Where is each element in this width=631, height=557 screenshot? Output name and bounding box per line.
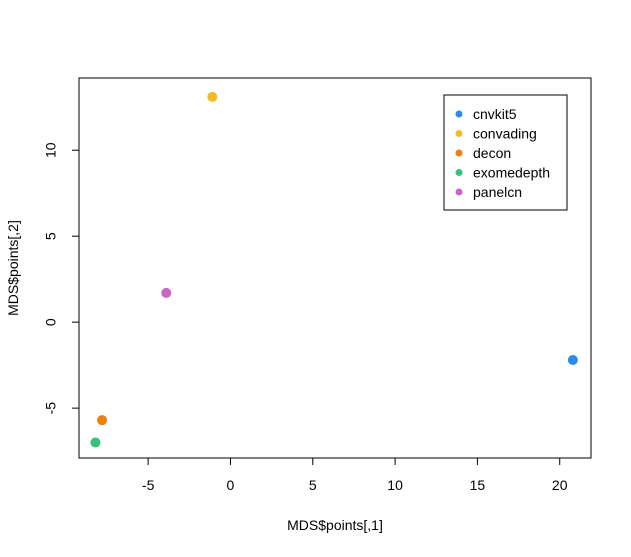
legend-marker-exomedepth — [455, 169, 463, 176]
x-axis-label: MDS$points[,1] — [287, 517, 383, 533]
legend-marker-decon — [455, 149, 463, 157]
data-point-cnvkit5 — [567, 354, 578, 365]
x-tick-label: 20 — [552, 477, 568, 493]
data-point-panelcn — [161, 287, 172, 298]
plot-frame — [78, 77, 592, 459]
legend-marker-cnvkit5 — [455, 110, 463, 118]
y-tick-label: 5 — [43, 232, 59, 240]
data-point-exomedepth — [90, 437, 101, 448]
x-tick-label: 0 — [227, 477, 235, 493]
x-tick-label: 5 — [309, 477, 317, 493]
legend-marker-convading — [455, 130, 463, 137]
legend: cnvkit5 convading decon exomedepth panelcn — [443, 94, 568, 211]
y-tick-label: 10 — [43, 142, 59, 158]
x-axis: -5 0 5 10 15 20 — [142, 458, 568, 493]
data-points — [90, 91, 578, 448]
legend-box — [443, 94, 568, 211]
x-tick-label: 10 — [387, 477, 403, 493]
legend-label-exomedepth: exomedepth — [473, 165, 550, 181]
legend-marker-panelcn — [455, 188, 463, 196]
y-axis-label: MDS$points[,2] — [5, 220, 21, 316]
legend-label-decon: decon — [473, 145, 511, 161]
data-point-decon — [97, 415, 108, 426]
y-tick-label: -5 — [43, 402, 59, 415]
x-tick-label: 15 — [470, 477, 486, 493]
x-tick-label: -5 — [142, 477, 155, 493]
legend-label-panelcn: panelcn — [473, 184, 522, 200]
y-tick-label: 0 — [43, 318, 59, 326]
legend-label-cnvkit5: cnvkit5 — [473, 106, 517, 122]
legend-label-convading: convading — [473, 126, 537, 142]
data-point-convading — [207, 91, 218, 102]
y-axis: -5 0 5 10 — [43, 142, 79, 414]
